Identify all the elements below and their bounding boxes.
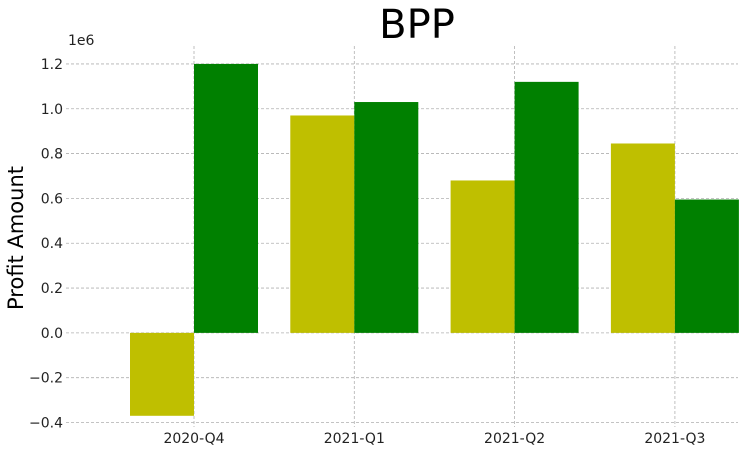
bar — [450, 180, 515, 333]
bar — [610, 143, 675, 333]
y-tick-label: 0.4 — [41, 236, 63, 252]
bar — [130, 332, 194, 416]
y-tick-label: 0.6 — [41, 191, 63, 207]
bar — [290, 115, 355, 333]
y-axis-label: Profit Amount — [4, 166, 28, 310]
bar — [354, 102, 419, 333]
y-tick-label: −0.2 — [29, 371, 63, 387]
bars — [130, 63, 739, 416]
y-tick-label: 0.8 — [41, 147, 63, 163]
bar — [194, 63, 258, 333]
chart-title: BPP — [379, 2, 455, 48]
bar — [514, 81, 579, 333]
y-offset-label: 1e6 — [68, 33, 95, 49]
y-tick-label: −0.4 — [29, 416, 63, 432]
y-tick-label: 0.2 — [41, 281, 63, 297]
y-tick-label: 1.2 — [41, 57, 63, 73]
x-tick-label: 2021-Q2 — [484, 431, 545, 447]
y-axis-ticks: −0.4 −0.2 0.0 0.2 0.4 0.6 0.8 1.0 1.2 — [29, 57, 63, 432]
x-tick-label: 2020-Q4 — [163, 431, 224, 447]
y-tick-label: 0.0 — [41, 326, 63, 342]
y-tick-label: 1.0 — [41, 102, 63, 118]
x-tick-label: 2021-Q1 — [324, 431, 385, 447]
x-tick-label: 2021-Q3 — [644, 431, 705, 447]
bar — [674, 199, 739, 333]
x-axis-ticks: 2020-Q4 2021-Q1 2021-Q2 2021-Q3 — [163, 431, 705, 447]
